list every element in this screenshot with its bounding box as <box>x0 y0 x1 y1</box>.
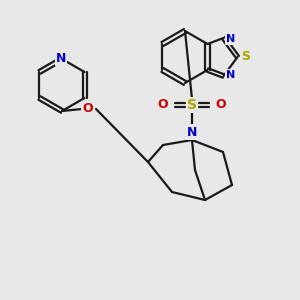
Text: N: N <box>226 34 235 44</box>
Text: O: O <box>216 98 226 112</box>
Text: N: N <box>56 52 66 64</box>
Text: N: N <box>187 125 197 139</box>
Text: S: S <box>241 50 250 64</box>
Text: N: N <box>226 70 235 80</box>
Text: O: O <box>158 98 168 112</box>
Text: O: O <box>83 103 93 116</box>
Text: S: S <box>187 98 197 112</box>
